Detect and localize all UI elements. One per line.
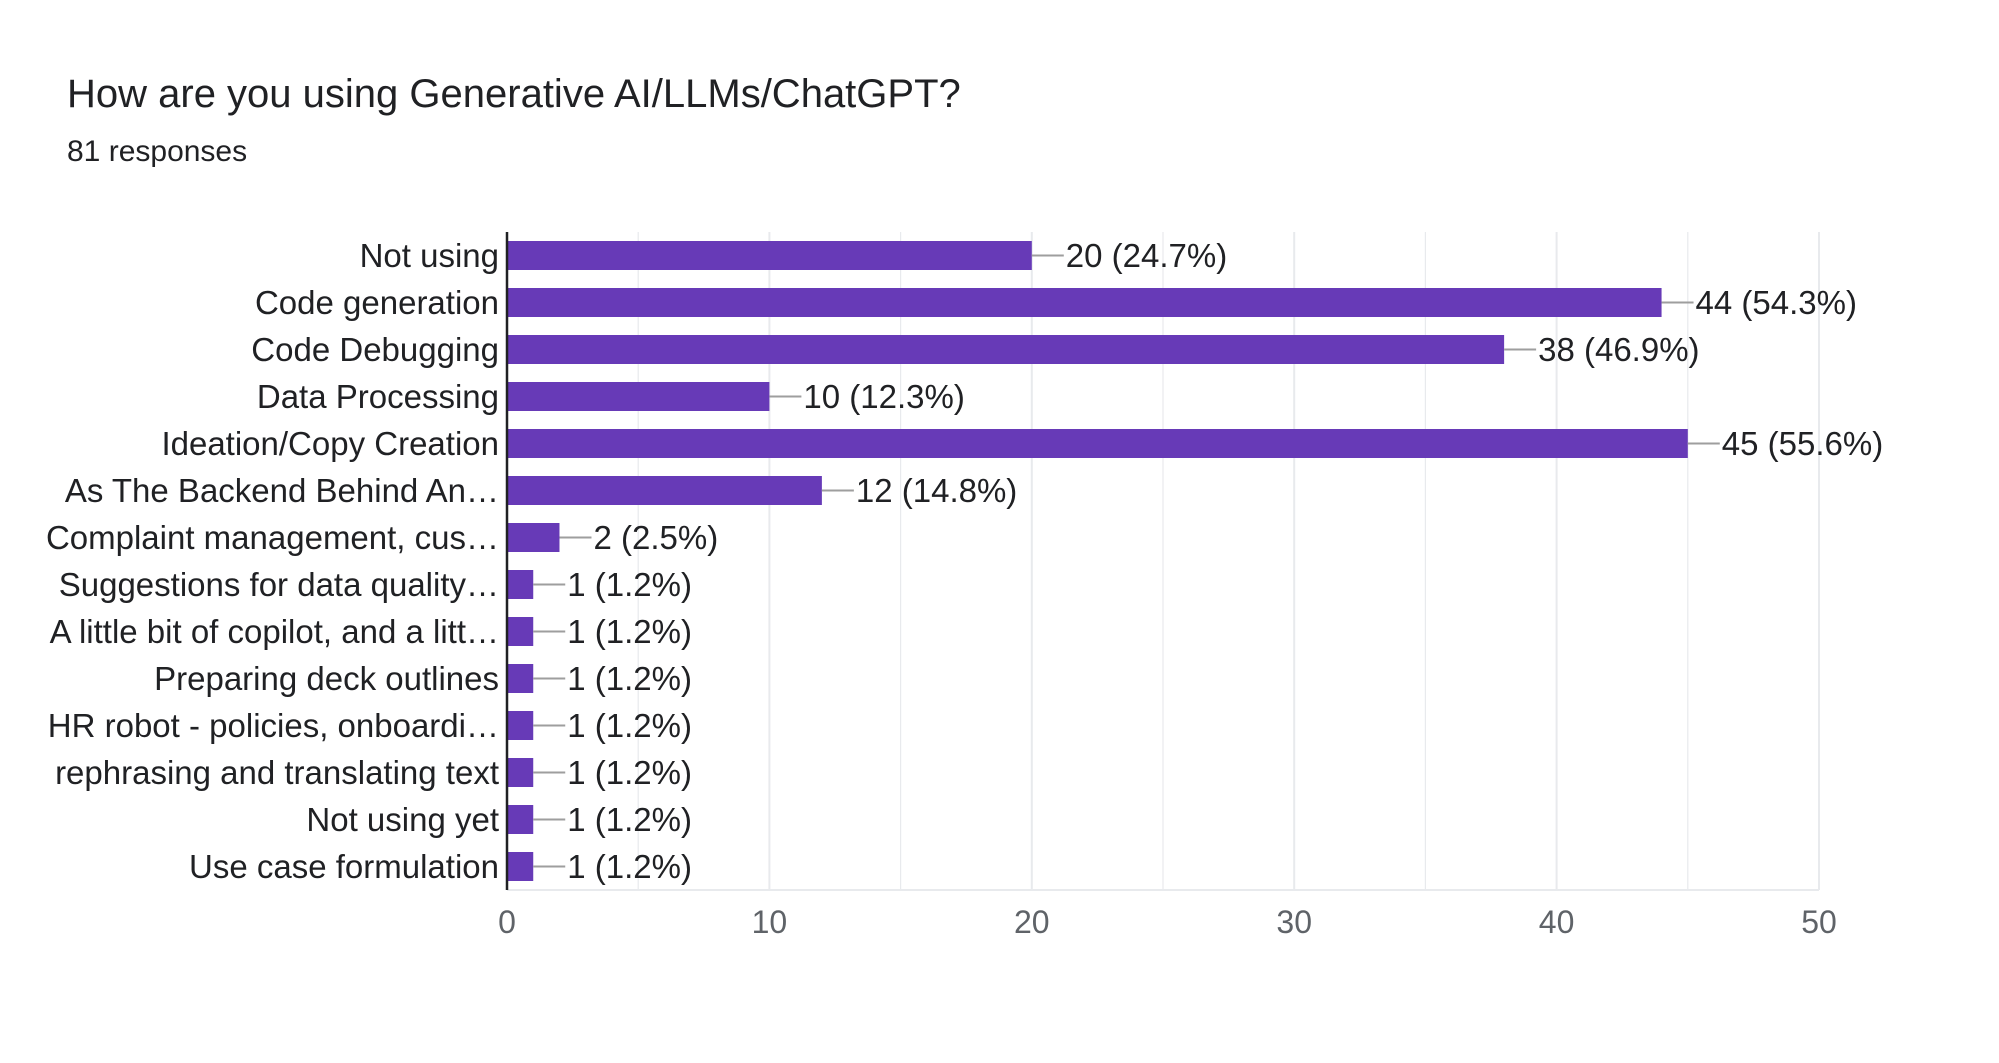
category-label: Suggestions for data quality… <box>59 566 499 603</box>
bar <box>507 758 534 787</box>
data-label: 1 (1.2%) <box>567 613 692 650</box>
bar <box>507 288 1662 317</box>
bar <box>507 241 1032 270</box>
bar <box>507 429 1688 458</box>
bar <box>507 570 534 599</box>
response-count: 81 responses <box>67 135 248 168</box>
bar <box>507 523 560 552</box>
x-tick-label: 20 <box>1014 904 1050 940</box>
category-label: Preparing deck outlines <box>154 660 499 697</box>
data-label: 1 (1.2%) <box>567 707 692 744</box>
data-label: 1 (1.2%) <box>567 566 692 603</box>
bar <box>507 852 534 881</box>
category-label: As The Backend Behind An… <box>65 472 499 509</box>
bars <box>507 241 1688 881</box>
category-label: Not using yet <box>306 801 499 838</box>
data-labels: 20 (24.7%) 44 (54.3%) 38 (46.9%) 10 (12.3%)… <box>533 237 1883 885</box>
x-tick-label: 50 <box>1801 904 1837 940</box>
category-label: HR robot - policies, onboardi… <box>48 707 499 744</box>
data-label: 1 (1.2%) <box>567 660 692 697</box>
data-label: 44 (54.3%) <box>1696 284 1857 321</box>
data-label: 20 (24.7%) <box>1066 237 1227 274</box>
data-label: 45 (55.6%) <box>1722 425 1883 462</box>
bar <box>507 335 1505 364</box>
chart-header: How are you using Generative AI/LLMs/Cha… <box>67 68 961 170</box>
x-axis-ticks: 0 10 20 30 40 50 <box>498 904 1837 940</box>
category-label: Complaint management, cus… <box>46 519 499 556</box>
category-label: Use case formulation <box>189 848 499 885</box>
category-label: A little bit of copilot, and a litt… <box>50 613 499 650</box>
bar <box>507 476 822 505</box>
x-tick-label: 40 <box>1539 904 1575 940</box>
data-label: 1 (1.2%) <box>567 801 692 838</box>
chart-title: How are you using Generative AI/LLMs/Cha… <box>67 72 961 116</box>
bar <box>507 711 534 740</box>
data-label: 2 (2.5%) <box>593 519 718 556</box>
x-tick-label: 0 <box>498 904 516 940</box>
data-label: 10 (12.3%) <box>803 378 964 415</box>
category-label: rephrasing and translating text <box>55 754 499 791</box>
data-label: 1 (1.2%) <box>567 754 692 791</box>
bar <box>507 805 534 834</box>
category-label: Code generation <box>255 284 499 321</box>
category-label: Not using <box>360 237 499 274</box>
bar <box>507 382 770 411</box>
data-label: 38 (46.9%) <box>1538 331 1699 368</box>
x-tick-label: 30 <box>1276 904 1312 940</box>
category-label: Code Debugging <box>251 331 499 368</box>
data-label: 12 (14.8%) <box>856 472 1017 509</box>
category-label: Data Processing <box>257 378 499 415</box>
x-tick-label: 10 <box>752 904 788 940</box>
data-label: 1 (1.2%) <box>567 848 692 885</box>
category-label: Ideation/Copy Creation <box>161 425 499 462</box>
bar <box>507 664 534 693</box>
category-labels: Not using Code generation Code Debugging Da… <box>46 237 499 885</box>
bar <box>507 617 534 646</box>
